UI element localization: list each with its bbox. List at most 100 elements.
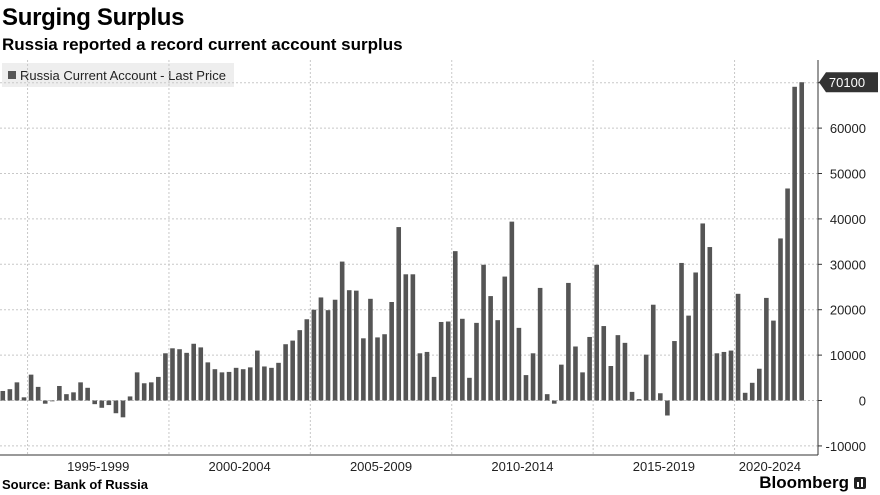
data-bar xyxy=(509,221,515,401)
data-bar xyxy=(361,338,366,401)
bloomberg-terminal-icon xyxy=(854,477,866,489)
data-bar xyxy=(608,366,614,401)
data-bar xyxy=(368,298,373,401)
data-bar xyxy=(42,400,48,404)
y-tick-label: 10000 xyxy=(830,348,866,363)
data-bar xyxy=(403,274,409,401)
data-bar xyxy=(304,319,310,401)
y-tick-label: 40000 xyxy=(830,212,866,227)
data-bar xyxy=(71,392,76,401)
data-bar xyxy=(799,82,805,401)
data-bar xyxy=(332,299,338,401)
data-bar xyxy=(85,387,90,401)
data-bar xyxy=(544,394,550,401)
data-bar xyxy=(467,377,472,401)
data-bar xyxy=(771,320,776,401)
data-bar xyxy=(460,318,465,401)
data-bar xyxy=(198,347,204,401)
x-tick-label: 2010-2014 xyxy=(491,459,553,474)
data-bar xyxy=(113,400,119,414)
data-bar xyxy=(354,290,359,401)
data-bar xyxy=(276,362,281,401)
data-bar xyxy=(205,362,211,401)
data-bar xyxy=(375,337,380,401)
data-bar xyxy=(488,296,493,401)
data-bar xyxy=(269,367,274,401)
data-bar xyxy=(177,349,182,401)
y-tick-label: 20000 xyxy=(830,303,866,318)
data-bar xyxy=(735,293,741,401)
data-bar xyxy=(679,262,684,401)
data-bar xyxy=(339,261,345,401)
data-bar xyxy=(255,350,260,401)
data-bar xyxy=(481,264,486,401)
data-bar xyxy=(92,400,98,405)
last-price-label: 70100 xyxy=(829,75,865,90)
data-bar xyxy=(764,297,769,401)
data-bar xyxy=(474,322,479,401)
data-bar xyxy=(756,368,762,401)
data-bar xyxy=(14,382,20,401)
data-bar xyxy=(318,297,324,401)
data-bar xyxy=(163,353,168,401)
data-bar xyxy=(0,390,6,401)
data-bar xyxy=(749,382,755,401)
data-bar xyxy=(438,321,444,401)
chart-title: Surging Surplus xyxy=(2,4,185,31)
data-bar xyxy=(233,367,239,401)
data-bar xyxy=(141,383,147,401)
data-bar xyxy=(240,369,246,401)
data-bar xyxy=(587,336,592,401)
data-bar xyxy=(49,400,55,402)
bloomberg-logo: Bloomberg xyxy=(759,473,866,493)
y-tick-label: -10000 xyxy=(826,439,866,454)
data-bar xyxy=(212,369,218,401)
data-bar xyxy=(629,391,635,401)
data-bar xyxy=(714,353,720,401)
data-bar xyxy=(219,372,225,401)
data-bar xyxy=(721,351,727,401)
x-tick-label: 2005-2009 xyxy=(350,459,412,474)
data-bar xyxy=(785,188,790,401)
data-bar xyxy=(643,354,649,401)
x-tick-label: 2015-2019 xyxy=(633,459,695,474)
data-bar xyxy=(410,274,416,401)
x-tick-label: 1995-1999 xyxy=(67,459,129,474)
data-bar xyxy=(502,276,508,401)
data-bar xyxy=(686,315,691,401)
data-bar xyxy=(297,330,303,401)
data-bar xyxy=(650,304,656,401)
data-bar xyxy=(106,400,112,406)
data-bar xyxy=(700,223,706,401)
x-tick-label: 2000-2004 xyxy=(209,459,271,474)
data-bar xyxy=(191,343,196,401)
data-bar xyxy=(580,372,585,401)
data-bar xyxy=(559,364,564,401)
y-tick-label: 0 xyxy=(859,394,866,409)
data-bar xyxy=(530,353,536,401)
legend-swatch xyxy=(8,71,16,79)
data-bar xyxy=(431,376,437,401)
chart-subtitle: Russia reported a record current account… xyxy=(2,35,403,54)
data-bar xyxy=(551,400,557,404)
data-bar xyxy=(537,287,543,401)
data-bar xyxy=(99,400,105,408)
data-bar xyxy=(382,334,387,401)
data-bar xyxy=(311,309,317,401)
data-bar xyxy=(445,321,451,401)
data-bar xyxy=(57,385,62,401)
data-bar xyxy=(707,247,713,401)
data-bar xyxy=(693,272,698,401)
data-bar xyxy=(21,397,27,401)
data-bar xyxy=(424,351,430,401)
data-bar xyxy=(64,394,69,401)
x-tick-label: 2020-2024 xyxy=(739,459,801,474)
data-bar xyxy=(594,264,599,401)
data-bar xyxy=(452,251,458,401)
data-bar xyxy=(325,310,331,401)
data-bar xyxy=(728,350,734,401)
data-bar xyxy=(516,327,522,401)
brand-label: Bloomberg xyxy=(759,473,849,492)
data-bar xyxy=(417,353,423,401)
data-bar xyxy=(28,374,34,401)
